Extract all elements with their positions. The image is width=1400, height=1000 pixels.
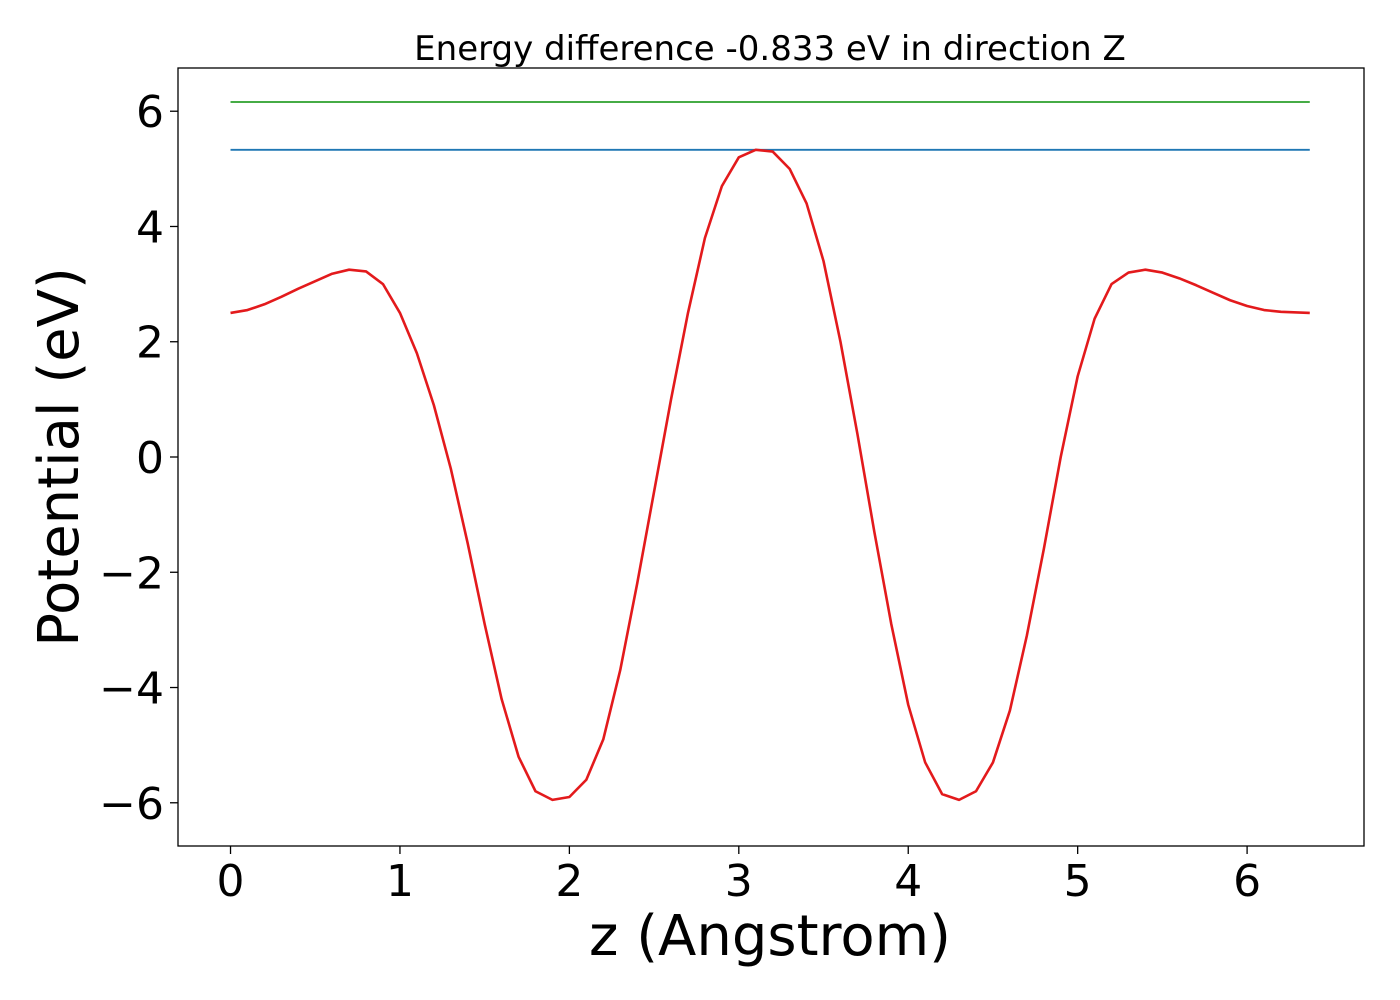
potential-curve [230,148,1310,802]
x-tick-label: 6 [1233,856,1261,907]
x-tick-label: 5 [1064,856,1092,907]
x-axis: 0 1 2 3 4 5 6 [217,846,1261,907]
y-tick-label: 6 [136,87,164,138]
x-tick-label: 0 [217,856,245,907]
plot-lines [230,101,1310,802]
y-tick-label: −4 [99,664,164,715]
x-tick-label: 3 [725,856,753,907]
x-tick-label: 2 [555,856,583,907]
y-axis: −6 −4 −2 0 2 4 6 [99,87,178,830]
y-tick-label: 2 [136,318,164,369]
y-tick-label: 0 [136,433,164,484]
x-axis-label: z (Angstrom) [589,904,951,969]
y-axis-label: Potential (eV) [27,267,92,647]
y-tick-label: −2 [99,548,164,599]
y-tick-label: −6 [99,779,164,830]
x-tick-label: 4 [894,856,922,907]
chart-title: Energy difference -0.833 eV in direction… [414,29,1126,69]
x-tick-label: 1 [386,856,414,907]
y-tick-label: 4 [136,202,164,253]
